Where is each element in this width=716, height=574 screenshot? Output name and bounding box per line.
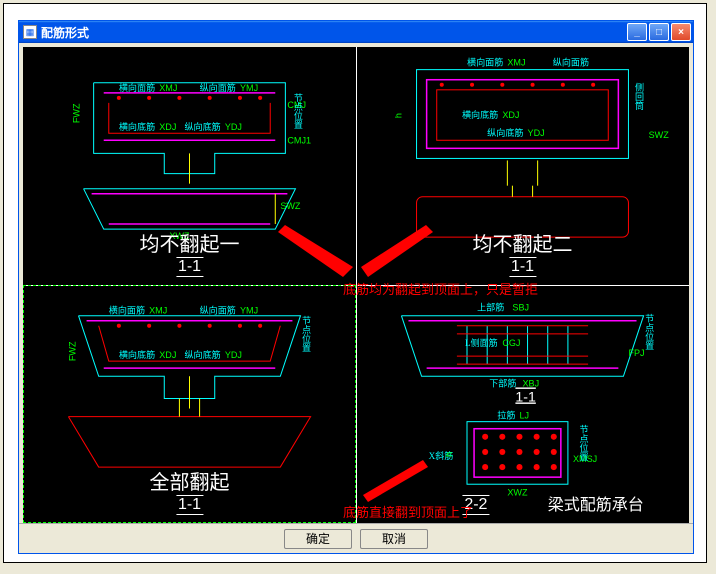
ok-button[interactable]: 确定 <box>284 529 352 549</box>
app-icon: ▦ <box>23 25 37 39</box>
button-bar: 确定 取消 <box>19 523 693 553</box>
window-title: 配筋形式 <box>41 24 627 41</box>
annotation-2: 底筋直接翻到顶面上了 <box>343 502 473 521</box>
cancel-button[interactable]: 取消 <box>360 529 428 549</box>
canvas-area: 横向面筋XMJ 纵向面筋YMJ 横向底筋XDJ 纵向底筋YDJ FWZ CMJC… <box>23 47 689 523</box>
outer-frame: ▦ 配筋形式 _ □ × 横向面筋XMJ 纵向面筋YM <box>3 3 707 563</box>
maximize-button[interactable]: □ <box>649 23 669 41</box>
dialog-window: ▦ 配筋形式 _ □ × 横向面筋XMJ 纵向面筋YM <box>18 20 694 554</box>
annotation-1: 底筋均为翻起到顶面上，只是暂拒 <box>343 279 538 298</box>
window-controls: _ □ × <box>627 23 691 41</box>
minimize-button[interactable]: _ <box>627 23 647 41</box>
titlebar[interactable]: ▦ 配筋形式 _ □ × <box>19 21 693 43</box>
close-button[interactable]: × <box>671 23 691 41</box>
